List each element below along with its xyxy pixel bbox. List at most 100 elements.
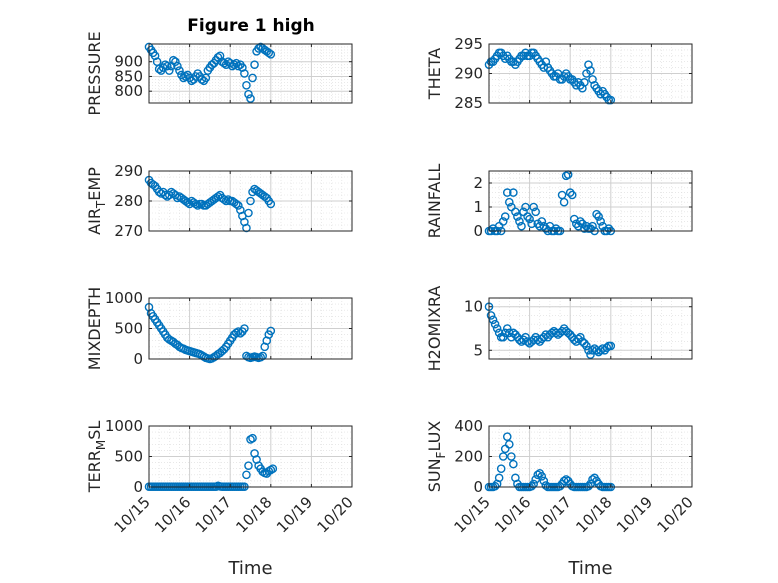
data-point bbox=[498, 332, 508, 342]
data-point bbox=[502, 432, 512, 441]
data-point bbox=[529, 202, 538, 212]
data-point bbox=[264, 48, 274, 58]
y-tick-label: 0 bbox=[473, 478, 483, 496]
data-point bbox=[173, 61, 182, 71]
data-point bbox=[509, 459, 518, 469]
data-point bbox=[266, 50, 276, 59]
data-point bbox=[494, 473, 504, 483]
data-point bbox=[234, 201, 243, 210]
y-tick-label: 1000 bbox=[105, 417, 143, 435]
y-tick-label: 1 bbox=[473, 198, 483, 216]
y-tick-label: 285 bbox=[454, 94, 483, 112]
data-point bbox=[238, 63, 247, 72]
y-tick-label: 270 bbox=[114, 222, 143, 240]
data-point bbox=[541, 481, 551, 490]
y-axis-label: SUNFLUX bbox=[425, 421, 448, 493]
data-point bbox=[244, 208, 253, 218]
data-point bbox=[527, 219, 536, 229]
data-point bbox=[559, 197, 569, 207]
data-point bbox=[507, 452, 516, 461]
data-point bbox=[547, 328, 557, 338]
data-point bbox=[588, 345, 597, 355]
data-point bbox=[584, 60, 593, 69]
data-point bbox=[531, 207, 540, 217]
data-point bbox=[586, 66, 595, 75]
axes-box bbox=[488, 297, 693, 360]
data-point bbox=[500, 328, 510, 338]
data-point bbox=[594, 212, 603, 221]
y-tick-label: 0 bbox=[473, 222, 483, 240]
figure-title: Figure 1 high bbox=[187, 16, 315, 36]
y-tick-label: 900 bbox=[114, 53, 143, 71]
data-point bbox=[576, 217, 585, 226]
data-point bbox=[219, 344, 229, 354]
data-point bbox=[604, 224, 614, 233]
data-point bbox=[584, 481, 593, 491]
data-point bbox=[523, 212, 532, 221]
data-point bbox=[537, 472, 547, 481]
data-point bbox=[588, 221, 597, 231]
data-point bbox=[175, 66, 184, 75]
data-point bbox=[250, 60, 259, 69]
data-point bbox=[160, 60, 170, 69]
data-point bbox=[578, 83, 587, 93]
data-point bbox=[582, 341, 591, 351]
data-point bbox=[486, 311, 496, 320]
subplot-theta: 285 290 295 THETA bbox=[425, 35, 693, 112]
data-point bbox=[268, 464, 278, 474]
data-point bbox=[521, 332, 530, 342]
data-point bbox=[533, 470, 543, 480]
data-point bbox=[502, 188, 512, 197]
data-point bbox=[240, 69, 249, 78]
x-axis-label: Time bbox=[567, 558, 612, 579]
data-point bbox=[504, 197, 514, 207]
data-point bbox=[234, 61, 243, 71]
data-point bbox=[517, 221, 526, 231]
y-tick-label: 1000 bbox=[105, 289, 143, 307]
data-point bbox=[592, 209, 601, 219]
data-point bbox=[498, 452, 508, 461]
data-point bbox=[171, 57, 180, 67]
data-point bbox=[504, 328, 514, 338]
data-point bbox=[191, 199, 200, 209]
data-point bbox=[500, 212, 510, 221]
data-point bbox=[602, 343, 612, 352]
y-tick-label: 500 bbox=[114, 448, 143, 466]
data-point bbox=[555, 481, 565, 491]
data-point bbox=[513, 212, 522, 221]
data-point bbox=[197, 75, 207, 84]
data-point bbox=[606, 95, 616, 105]
subplot-rainfall: 0 1 2 RAINFALL bbox=[425, 164, 693, 240]
y-axis-label: RAINFALL bbox=[425, 164, 444, 239]
y-tick-label: 295 bbox=[454, 35, 483, 53]
data-point bbox=[496, 464, 506, 474]
data-point bbox=[242, 223, 251, 233]
data-point bbox=[244, 89, 253, 99]
data-point bbox=[511, 207, 520, 217]
data-point bbox=[606, 341, 616, 351]
y-tick-label: 290 bbox=[454, 65, 483, 83]
data-point bbox=[580, 224, 589, 233]
data-point bbox=[181, 72, 190, 81]
data-point bbox=[173, 193, 182, 203]
data-point bbox=[231, 199, 241, 209]
y-tick-label: 5 bbox=[473, 341, 483, 359]
y-tick-label: 0 bbox=[133, 350, 143, 368]
y-tick-label: 850 bbox=[114, 67, 143, 85]
y-axis-label: PRESSURE bbox=[85, 31, 104, 115]
data-point bbox=[588, 75, 597, 84]
y-axis-label: MIXDEPTH bbox=[85, 287, 104, 370]
data-point bbox=[580, 78, 589, 87]
data-point bbox=[504, 439, 514, 449]
data-point bbox=[219, 195, 229, 204]
data-point bbox=[586, 350, 595, 359]
data-point bbox=[584, 345, 593, 355]
y-axis-label: TERRMSL bbox=[85, 421, 108, 494]
data-point bbox=[515, 217, 524, 226]
y-tick-label: 200 bbox=[454, 448, 483, 466]
data-point bbox=[525, 214, 534, 224]
data-point bbox=[266, 326, 276, 336]
